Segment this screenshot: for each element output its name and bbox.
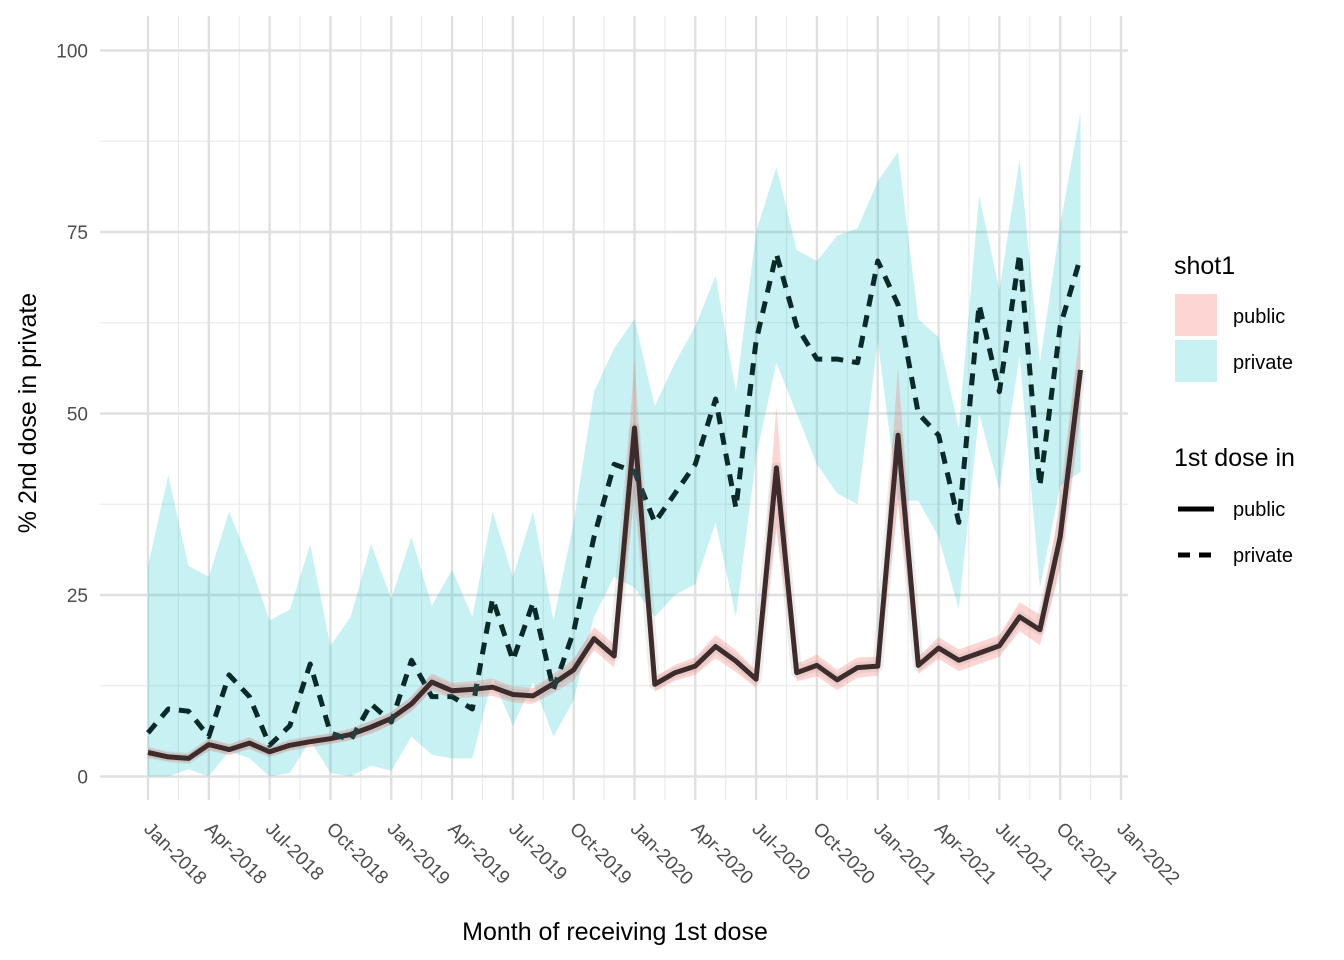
x-tick-label: Jan-2021 — [869, 819, 940, 890]
x-tick-label: Apr-2021 — [930, 819, 1000, 889]
y-axis-title: % 2nd dose in private — [14, 293, 42, 533]
legend: shot1 public private 1st dose in public … — [1174, 252, 1295, 567]
x-tick-label: Jan-2022 — [1112, 819, 1183, 890]
ribbon-private — [148, 112, 1081, 777]
x-tick-label: Jul-2021 — [991, 819, 1057, 885]
fill-legend-label-private: private — [1233, 352, 1293, 374]
x-tick-label: Jul-2020 — [748, 819, 814, 885]
plot-grid — [100, 16, 1128, 800]
x-axis-tick-labels: Jan-2018Apr-2018Jul-2018Oct-2018Jan-2019… — [139, 819, 1183, 890]
series-line-public — [147, 369, 1083, 761]
y-axis-tick-labels: 0 25 50 75 100 — [56, 42, 88, 789]
fill-legend-key-private — [1175, 340, 1217, 382]
x-tick-label: Oct-2020 — [808, 819, 878, 889]
linetype-legend-label-public: public — [1233, 499, 1285, 521]
y-tick-label: 50 — [67, 405, 88, 426]
x-tick-label: Apr-2018 — [200, 819, 270, 889]
x-tick-label: Apr-2020 — [687, 819, 757, 889]
x-tick-label: Oct-2019 — [565, 819, 635, 889]
confidence-bands — [148, 112, 1081, 777]
y-tick-label: 75 — [67, 223, 88, 244]
x-tick-label: Jan-2018 — [139, 819, 210, 890]
linetype-legend-title: 1st dose in — [1174, 444, 1295, 472]
x-tick-label: Apr-2019 — [444, 819, 514, 889]
fill-legend-title: shot1 — [1174, 252, 1235, 280]
y-tick-label: 100 — [56, 42, 88, 63]
series-line-public-halo — [146, 369, 1086, 764]
x-tick-label: Oct-2021 — [1052, 819, 1122, 889]
y-tick-label: 0 — [77, 768, 88, 789]
x-tick-label: Jan-2019 — [383, 819, 454, 890]
x-tick-label: Jul-2018 — [261, 819, 327, 885]
x-tick-label: Jan-2020 — [626, 819, 697, 890]
x-tick-label: Jul-2019 — [504, 819, 570, 885]
fill-legend-label-public: public — [1233, 306, 1285, 328]
linetype-legend-label-private: private — [1233, 545, 1293, 567]
fill-legend-key-public — [1175, 294, 1217, 336]
x-axis-title: Month of receiving 1st dose — [462, 918, 768, 946]
series-lines — [146, 251, 1086, 764]
x-tick-label: Oct-2018 — [322, 819, 392, 889]
series-line-private — [146, 251, 1083, 748]
y-tick-label: 25 — [67, 586, 88, 607]
